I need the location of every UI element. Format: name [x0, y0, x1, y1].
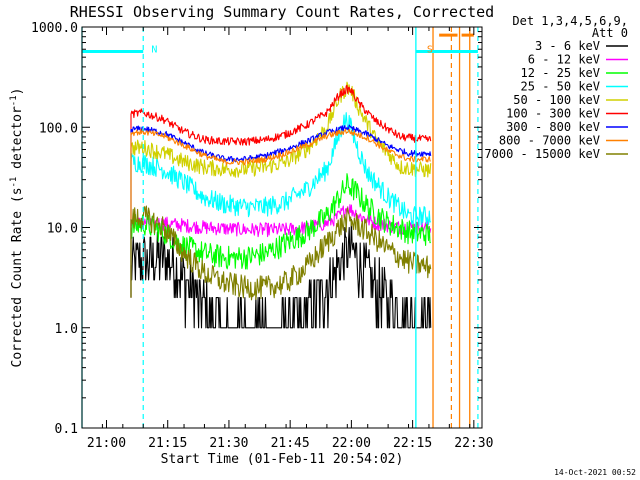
series-12-25-kev — [130, 173, 432, 298]
legend-label: 12 - 25 keV — [521, 66, 600, 80]
footer-timestamp: 14-Oct-2021 00:52 — [554, 468, 636, 477]
legend-entry: 50 - 100 keV — [513, 93, 628, 107]
legend-header: Att 0 — [592, 26, 628, 40]
y-axis-label-part: detector — [10, 106, 25, 177]
marker-label-s: S — [427, 44, 433, 55]
y-tick-label: 10.0 — [47, 222, 78, 237]
x-tick-label: 21:15 — [148, 436, 187, 451]
legend-label: 6 - 12 keV — [528, 53, 600, 67]
x-axis-label: Start Time (01-Feb-11 20:54:02) — [161, 452, 404, 467]
legend-entry: 7000 - 15000 keV — [484, 147, 628, 161]
legend-entry: 25 - 50 keV — [521, 80, 628, 94]
series-3-6-kev — [130, 219, 432, 329]
legend-entry: 6 - 12 keV — [528, 53, 628, 67]
series-line — [130, 84, 432, 298]
legend-label: 800 - 7000 keV — [499, 134, 600, 148]
y-axis-label-part: ) — [10, 88, 25, 96]
legend-label: 50 - 100 keV — [513, 93, 600, 107]
series-line — [130, 112, 432, 298]
y-axis-label-part: -1 — [9, 95, 19, 106]
y-axis-label-part: -1 — [9, 177, 19, 188]
y-axis-label: Corrected Count Rate (s-1 detector-1) — [9, 88, 25, 368]
legend-label: 25 - 50 keV — [521, 80, 600, 94]
legend-label: 7000 - 15000 keV — [484, 147, 600, 161]
marker-label-n: N — [151, 44, 157, 55]
chart-title: RHESSI Observing Summary Count Rates, Co… — [70, 3, 494, 21]
y-axis-label-part: Corrected Count Rate (s — [10, 187, 25, 367]
x-tick-label: 21:00 — [87, 436, 126, 451]
legend-entry: 12 - 25 keV — [521, 66, 628, 80]
legend-entry: 3 - 6 keV — [535, 39, 628, 53]
series-layer — [130, 81, 432, 329]
x-tick-label: 21:30 — [209, 436, 248, 451]
axes: 0.1 1.0 10.0 100.0 1000.0 21:00 21:15 21:30 21:4… — [9, 21, 493, 467]
legend-label: 300 - 800 keV — [506, 120, 600, 134]
series-25-50-kev — [130, 112, 432, 298]
series-line — [130, 173, 432, 298]
y-tick-label: 1.0 — [55, 322, 78, 337]
y-tick-label: 100.0 — [39, 121, 78, 136]
series-7000-15000-kev — [130, 205, 432, 301]
x-tick-label: 22:00 — [332, 436, 371, 451]
legend-entry: 800 - 7000 keV — [499, 134, 628, 148]
series-line — [130, 205, 432, 301]
x-tick-label: 21:45 — [271, 436, 310, 451]
legend-entry: 100 - 300 keV — [506, 107, 628, 121]
x-tick-label: 22:15 — [393, 436, 432, 451]
series-100-300-kev — [130, 84, 432, 298]
series-line — [130, 219, 432, 329]
legend-label: 3 - 6 keV — [535, 39, 600, 53]
series-800-7000-kev — [130, 128, 431, 298]
y-tick-label: 0.1 — [55, 422, 78, 437]
x-tick-label: 22:30 — [454, 436, 493, 451]
legend-label: 100 - 300 keV — [506, 107, 600, 121]
legend-header: Det 1,3,4,5,6,9, — [512, 14, 628, 28]
legend-entry: 300 - 800 keV — [506, 120, 628, 134]
y-tick-label: 1000.0 — [31, 21, 78, 36]
series-line — [130, 128, 431, 298]
